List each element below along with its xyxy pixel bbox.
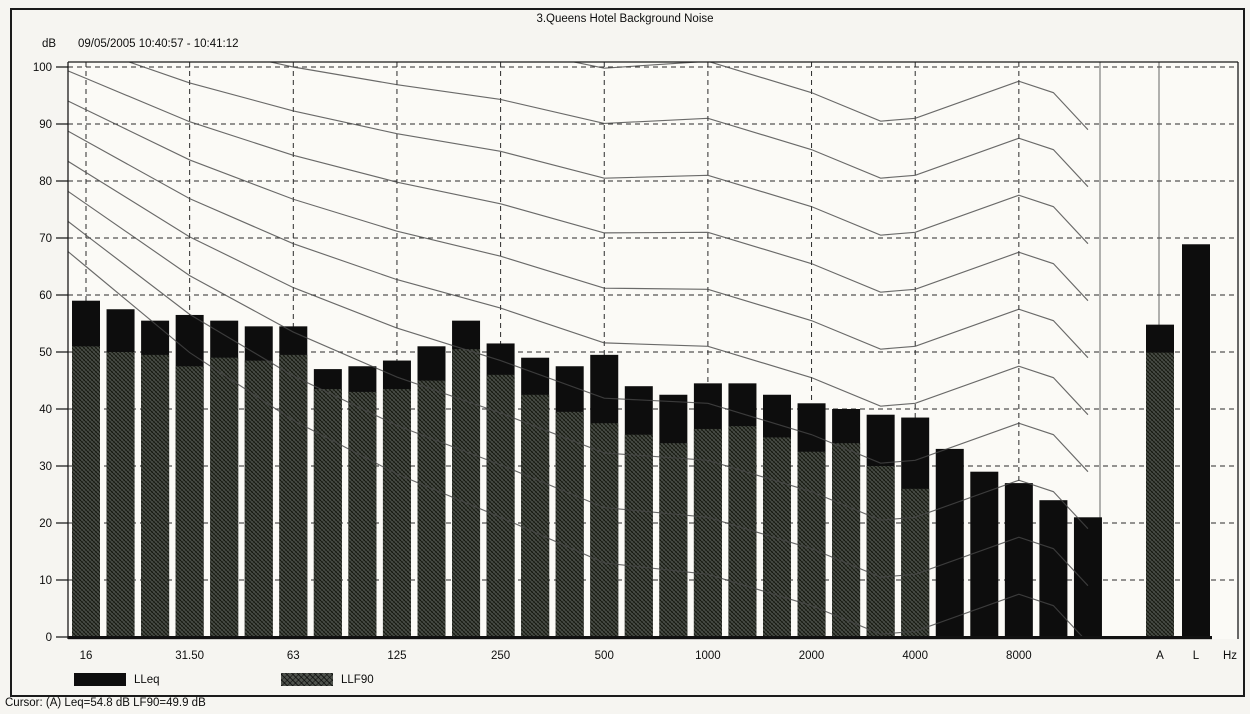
x-axis: 16 31.50 63 125 250 500 1000 2000 4000 8000 A L Hz (80, 650, 1238, 662)
bar-lleq-12500[interactable] (1073, 517, 1102, 639)
bar-llf90-125[interactable] (382, 389, 411, 639)
bar-llf90-315[interactable] (521, 394, 550, 639)
bar-llf90-50[interactable] (244, 360, 273, 639)
x-axis-label-8000: 8000 (1006, 650, 1032, 662)
y-tick-label: 20 (39, 518, 52, 530)
bar-llf90-31.5[interactable] (175, 366, 204, 639)
y-axis: 0 10 20 30 40 50 60 70 80 90 100 (33, 62, 68, 644)
x-axis-label-1000: 1000 (695, 650, 721, 662)
bar-llf90-500[interactable] (590, 423, 619, 639)
bar-lleq-10000[interactable] (1039, 500, 1068, 639)
bar-llf90-25[interactable] (141, 354, 170, 639)
x-axis-label-500: 500 (595, 650, 614, 662)
nr-curve-31 (68, 190, 1089, 530)
nr-curve-11 (68, 251, 1086, 639)
x-axis-label-31.50: 31.50 (175, 650, 204, 662)
x-axis-label-A: A (1156, 650, 1164, 662)
y-tick-label: 0 (46, 632, 52, 644)
y-tick-label: 80 (39, 176, 52, 188)
bar-llf90-1000[interactable] (693, 428, 722, 639)
nr-curve-91 (267, 62, 1089, 188)
bar-llf90-20[interactable] (106, 352, 135, 639)
nr-curve-61 (68, 100, 1089, 359)
y-tick-label: 100 (33, 62, 52, 74)
x-axis-line (68, 636, 1212, 640)
bar-lleq-5000[interactable] (935, 448, 964, 639)
y-tick-label: 60 (39, 290, 52, 302)
cursor-readout: Cursor: (A) Leq=54.8 dB LF90=49.9 dB (5, 697, 206, 709)
bar-llf90-400[interactable] (555, 411, 584, 639)
nr-curve-51 (68, 130, 1089, 416)
bar-llf90-630[interactable] (624, 434, 653, 639)
bar-llf90-16[interactable] (72, 346, 100, 639)
y-tick-label: 30 (39, 461, 52, 473)
bar-llf90-63[interactable] (279, 354, 308, 639)
bar-llf90-800[interactable] (659, 443, 688, 639)
x-axis-label-2000: 2000 (799, 650, 825, 662)
bar-llf90-A[interactable] (1146, 352, 1174, 639)
x-axis-label-250: 250 (491, 650, 510, 662)
nr-curve-21 (68, 220, 1089, 587)
y-tick-label: 50 (39, 347, 52, 359)
bar-llf90-160[interactable] (417, 380, 446, 640)
legend-lleq-swatch (74, 673, 126, 686)
bar-llf90-250[interactable] (486, 374, 515, 639)
bar-llf90-2500[interactable] (832, 443, 861, 639)
bar-lleq-6300[interactable] (970, 471, 999, 639)
x-axis-label-L: L (1193, 650, 1200, 662)
x-axis-unit-label: Hz (1223, 650, 1237, 662)
x-axis-label-16: 16 (80, 650, 93, 662)
bar-llf90-100[interactable] (348, 391, 377, 639)
bar-llf90-1250[interactable] (728, 426, 757, 639)
x-axis-label-63: 63 (287, 650, 300, 662)
y-tick-label: 70 (39, 233, 52, 245)
y-axis-unit-label: dB (42, 38, 57, 50)
plot-frame (67, 61, 1239, 639)
bar-llf90-3150[interactable] (866, 466, 895, 639)
nr-curve-101 (571, 62, 1089, 131)
x-axis-label-125: 125 (387, 650, 406, 662)
measurement-time-range: 09/05/2005 10:40:57 - 10:41:12 (78, 38, 239, 50)
legend-llf90-label: LLF90 (341, 674, 374, 686)
bar-llf90-40[interactable] (210, 357, 239, 639)
bar-lleq-L[interactable] (1182, 244, 1210, 639)
nr-curve-81 (127, 62, 1089, 245)
legend-lleq-label: LLeq (134, 674, 160, 686)
nr-curves (68, 62, 1089, 639)
bar-lleq-8000[interactable] (1004, 483, 1033, 639)
nr-curve-71 (68, 70, 1089, 302)
chart-title: 3.Queens Hotel Background Noise (536, 13, 714, 25)
x-axis-label-4000: 4000 (902, 650, 928, 662)
bar-llf90-80[interactable] (313, 389, 342, 639)
y-tick-label: 90 (39, 119, 52, 131)
bar-llf90-200[interactable] (452, 349, 481, 639)
y-tick-label: 10 (39, 575, 52, 587)
y-tick-label: 40 (39, 404, 52, 416)
legend-llf90-swatch (281, 673, 333, 686)
nr-curve-41 (68, 160, 1089, 473)
bar-llf90-4000[interactable] (901, 488, 930, 639)
